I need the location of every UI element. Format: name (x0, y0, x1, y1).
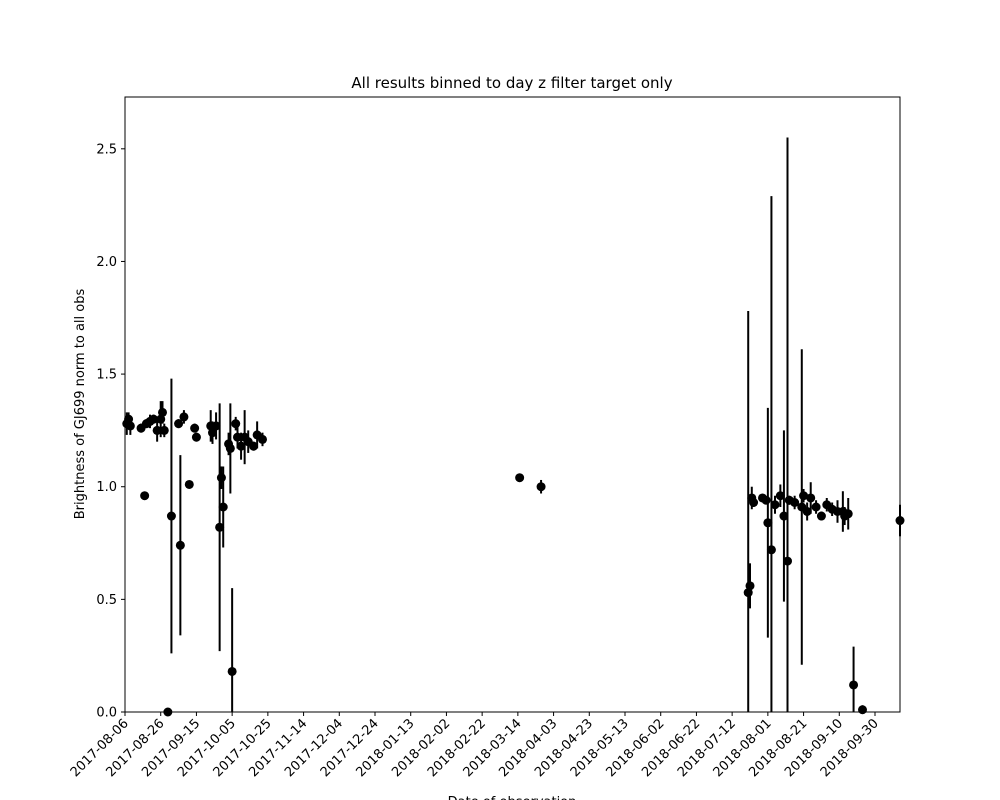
y-tick-label: 2.0 (96, 255, 117, 270)
data-point (783, 556, 792, 566)
data-point (163, 707, 173, 717)
data-point (770, 500, 780, 510)
data-point (811, 502, 821, 512)
data-point (159, 425, 169, 435)
data-point (218, 502, 228, 512)
data-point (749, 497, 759, 507)
data-point (191, 432, 201, 442)
data-point (849, 680, 859, 690)
data-point (895, 516, 905, 526)
data-point (211, 421, 221, 431)
data-point (225, 443, 235, 453)
data-point (790, 497, 800, 507)
data-point (216, 473, 226, 483)
data-point (149, 414, 159, 424)
plot-frame (124, 96, 901, 713)
data-point (763, 518, 773, 528)
data-point (802, 507, 812, 517)
data-point (140, 491, 150, 501)
data-point (175, 540, 185, 550)
y-axis-label: Brightness of GJ699 norm to all obs (73, 289, 88, 520)
data-point (125, 421, 135, 431)
data-point (843, 509, 853, 519)
y-tick-label: 1.0 (96, 480, 117, 495)
data-point (858, 705, 867, 715)
data-point (166, 511, 176, 521)
data-point (179, 412, 189, 422)
data-point (190, 423, 200, 433)
data-point (799, 491, 809, 501)
y-tick-label: 0.0 (96, 706, 117, 721)
data-point (233, 432, 242, 442)
data-point (258, 434, 267, 444)
chart-title: All results binned to day z filter targe… (351, 74, 672, 92)
data-point (158, 407, 167, 417)
data-point (174, 419, 184, 429)
y-tick-label: 2.5 (96, 142, 117, 157)
data-point (766, 545, 776, 555)
data-point (231, 419, 241, 429)
y-tick-label: 0.5 (96, 593, 117, 608)
x-axis-label: Date of observation (448, 795, 577, 800)
data-point (816, 511, 826, 521)
data-point (779, 511, 789, 521)
data-point (761, 495, 771, 505)
data-point (249, 441, 259, 451)
data-point (775, 491, 785, 501)
data-point (227, 666, 237, 676)
data-point (152, 425, 162, 435)
y-tick-label: 1.5 (96, 368, 117, 383)
data-point (236, 441, 246, 451)
data-point (806, 493, 816, 503)
data-point (184, 479, 194, 489)
data-point (745, 581, 755, 591)
data-point (215, 522, 225, 532)
data-point (536, 482, 546, 492)
data-point (208, 428, 217, 438)
data-point (515, 473, 525, 483)
